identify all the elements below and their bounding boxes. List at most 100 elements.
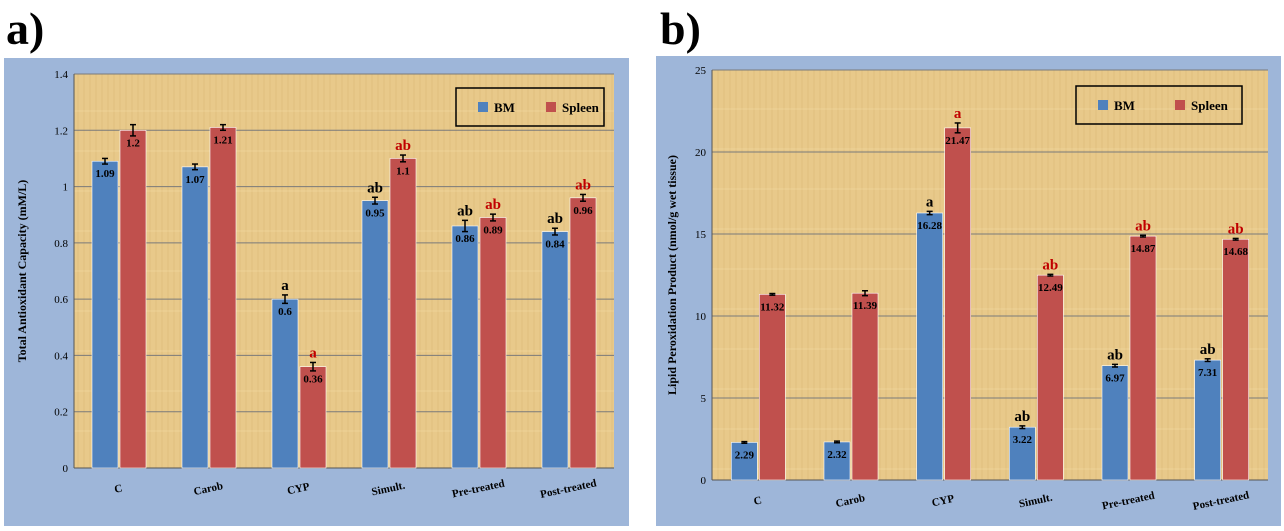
y-tick-label: 10 — [695, 311, 707, 323]
significance-label: ab — [1107, 347, 1123, 363]
significance-label: ab — [1135, 218, 1151, 234]
legend-label-spleen: Spleen — [562, 100, 600, 115]
bar-bm — [1009, 426, 1036, 481]
y-tick-label: 0.4 — [54, 350, 68, 362]
bar-bm — [361, 200, 389, 469]
y-tick-label: 25 — [695, 65, 707, 77]
y-tick-label: 1 — [63, 182, 69, 194]
y-tick-label: 15 — [695, 229, 707, 241]
significance-label: ab — [485, 197, 501, 213]
data-label: 21.47 — [945, 135, 970, 147]
data-label: 16.28 — [917, 220, 942, 232]
data-label: 1.21 — [213, 134, 232, 146]
bar-bm — [823, 441, 851, 481]
significance-label: a — [309, 345, 317, 361]
significance-label: ab — [575, 177, 591, 193]
significance-label: ab — [1228, 221, 1244, 237]
significance-label: ab — [367, 180, 383, 196]
data-label: 14.87 — [1131, 243, 1156, 255]
y-tick-label: 0.2 — [54, 407, 68, 419]
y-tick-label: 0.8 — [54, 238, 68, 250]
y-tick-label: 0.6 — [54, 294, 68, 306]
bar-bm — [916, 212, 943, 481]
y-tick-label: 0 — [63, 463, 69, 475]
bar-spleen — [299, 366, 327, 469]
y-tick-label: 20 — [695, 147, 707, 159]
legend-swatch-spleen — [1175, 100, 1185, 110]
data-label: 0.89 — [483, 225, 503, 237]
bar-bm — [181, 166, 209, 469]
bar-bm — [1194, 359, 1221, 481]
legend-swatch-bm — [478, 102, 488, 112]
data-label: 0.6 — [278, 306, 292, 318]
significance-label: ab — [1200, 342, 1216, 358]
legend: BM Spleen — [1075, 85, 1243, 125]
bar-spleen — [479, 217, 507, 469]
y-tick-label: 1.2 — [54, 125, 68, 137]
significance-label: ab — [395, 138, 411, 154]
bar-spleen — [944, 127, 971, 481]
x-tick-label: C — [753, 494, 763, 507]
x-tick-label: CYP — [931, 493, 956, 509]
bar-bm — [271, 298, 299, 469]
data-label: 11.39 — [853, 300, 878, 312]
bar-spleen — [1222, 238, 1249, 481]
data-label: 14.68 — [1223, 246, 1248, 258]
legend-box — [1075, 85, 1243, 125]
panel-a-label: a) — [6, 3, 45, 54]
data-label: 0.84 — [545, 239, 565, 251]
data-label: 0.95 — [365, 208, 385, 220]
data-label: 12.49 — [1038, 282, 1063, 294]
legend: BM Spleen — [455, 87, 605, 127]
chart-total-antioxidant-capacity: 0 0.2 0.4 0.6 0.8 1 1.2 1.4 Total Antioxidant Ca… — [4, 58, 629, 526]
bar-spleen — [1037, 274, 1064, 481]
y-tick-label: 0 — [701, 475, 707, 487]
bar-bm — [1101, 365, 1129, 481]
significance-label: ab — [457, 203, 473, 219]
bar-bm — [541, 231, 569, 469]
plot-area — [74, 74, 614, 468]
significance-label: a — [926, 194, 934, 210]
data-label: 0.86 — [455, 233, 475, 245]
plot-area — [712, 70, 1268, 480]
significance-label: ab — [1014, 409, 1030, 425]
data-label: 11.32 — [760, 301, 785, 313]
y-axis-label: Total Antioxidant Capacity (mM/L) — [15, 180, 29, 363]
legend-label-bm: BM — [1114, 98, 1135, 113]
data-label: 1.09 — [95, 168, 115, 180]
bar-spleen — [209, 127, 237, 469]
legend-label-bm: BM — [494, 100, 515, 115]
panel-b-label: b) — [660, 3, 701, 54]
legend-swatch-spleen — [546, 102, 556, 112]
data-label: 1.07 — [185, 174, 205, 186]
data-label: 6.97 — [1105, 373, 1125, 385]
significance-label: a — [281, 278, 289, 294]
significance-label: a — [954, 106, 962, 122]
y-axis-label: Lipid Peroxidation Product (nmol/g wet t… — [665, 155, 679, 395]
legend-box — [455, 87, 605, 127]
data-label: 2.32 — [827, 449, 847, 461]
bar-spleen — [119, 129, 147, 469]
bar-spleen — [851, 292, 879, 481]
data-label: 1.2 — [126, 137, 140, 149]
bar-spleen — [569, 197, 597, 469]
bar-spleen — [389, 158, 417, 469]
significance-label: ab — [547, 211, 563, 227]
data-label: 2.29 — [735, 449, 755, 461]
chart-lipid-peroxidation: 0 5 10 15 20 25 Lipid Peroxidation Product (nm… — [656, 56, 1281, 526]
bar-spleen — [759, 294, 786, 481]
data-label: 0.36 — [303, 374, 323, 386]
bar-spleen — [1129, 235, 1157, 481]
bar-bm — [451, 225, 479, 469]
data-label: 0.96 — [573, 205, 593, 217]
y-tick-label: 1.4 — [54, 69, 68, 81]
x-tick-label: CYP — [286, 481, 311, 497]
legend-label-spleen: Spleen — [1191, 98, 1229, 113]
bar-bm — [731, 442, 758, 481]
data-label: 3.22 — [1013, 434, 1033, 446]
data-label: 7.31 — [1198, 367, 1217, 379]
legend-swatch-bm — [1098, 100, 1108, 110]
y-tick-label: 5 — [701, 393, 707, 405]
data-label: 1.1 — [396, 165, 410, 177]
x-tick-label: C — [113, 482, 123, 495]
